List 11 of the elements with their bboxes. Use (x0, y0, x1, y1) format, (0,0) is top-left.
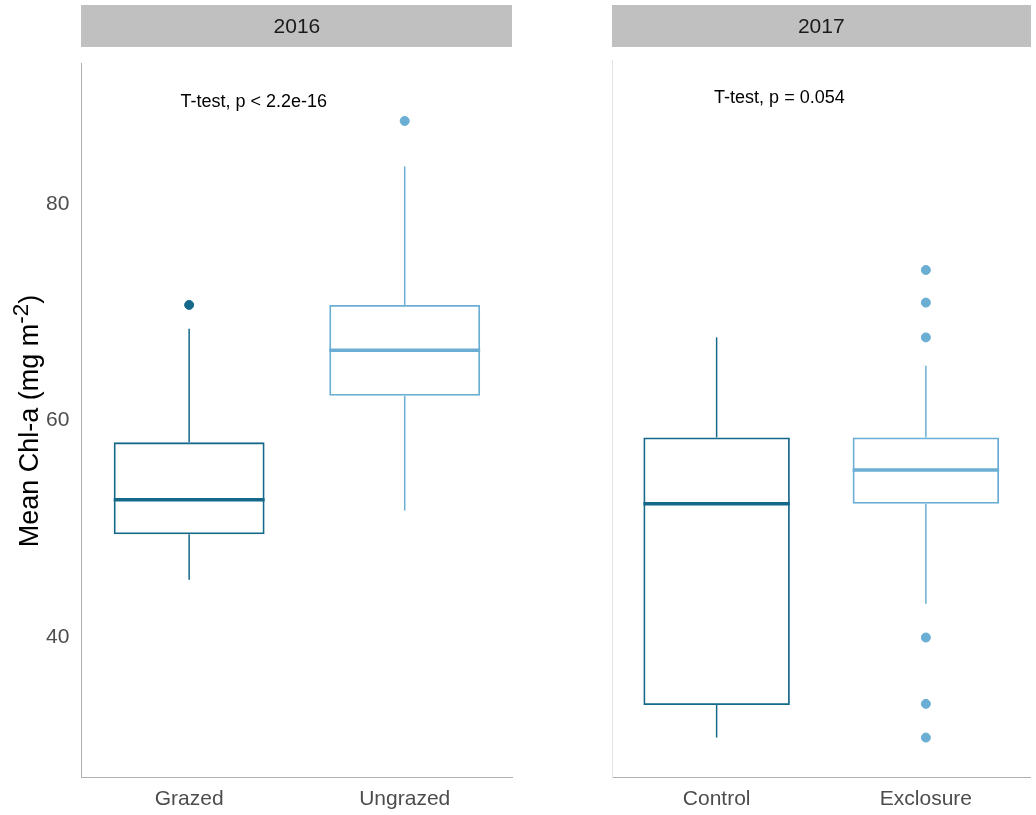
y-tick-label: 40 (46, 623, 70, 647)
annotation: T-test, p < 2.2e-16 (180, 90, 328, 111)
x-tick-label: Grazed (154, 786, 224, 810)
x-tick-label: Ungrazed (359, 786, 451, 810)
y-tick-label: 60 (46, 407, 70, 431)
annotation: T-test, p = 0.054 (714, 87, 845, 108)
x-tick-label: Control (682, 786, 751, 810)
x-tick-label: Exclosure (879, 786, 972, 810)
chart-title: 2017 (612, 5, 1031, 47)
y-tick-label: 80 (46, 191, 70, 215)
chart-title: 2016 (81, 5, 513, 47)
